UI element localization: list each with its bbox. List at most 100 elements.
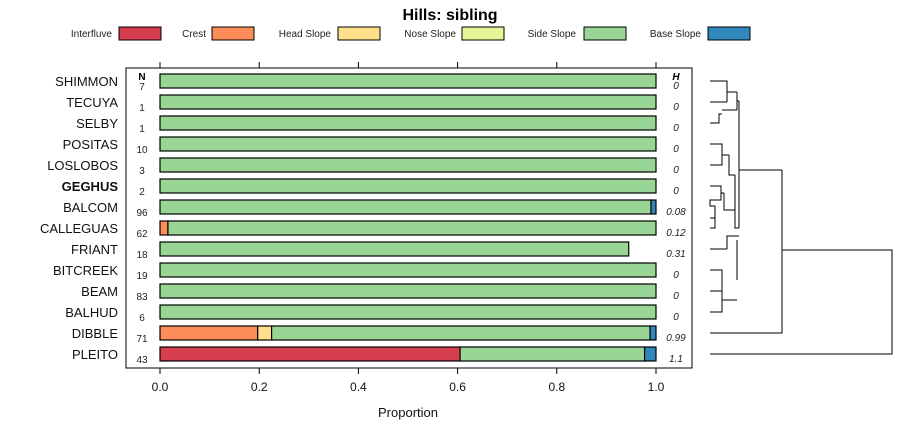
bar-segment-base-slope bbox=[649, 325, 657, 341]
row-label: LOSLOBOS bbox=[47, 158, 118, 173]
h-column-header: H bbox=[672, 72, 680, 83]
row-label: BITCREEK bbox=[53, 263, 118, 278]
h-value: 0 bbox=[673, 102, 679, 113]
bar-segment-side-slope bbox=[159, 199, 652, 215]
row-label: BEAM bbox=[81, 284, 118, 299]
x-tick-label: 1.0 bbox=[648, 380, 665, 394]
row-label: BALCOM bbox=[63, 200, 118, 215]
row-pleito: PLEITO 43 1.1 bbox=[72, 346, 683, 366]
row-loslobos: LOSLOBOS 3 0 bbox=[47, 157, 679, 177]
dendrogram-branch bbox=[734, 175, 739, 229]
h-value: 0.12 bbox=[666, 228, 686, 239]
x-tick-label: 0.8 bbox=[548, 380, 565, 394]
row-label: CALLEGUAS bbox=[40, 221, 118, 236]
h-value: 0 bbox=[673, 186, 679, 197]
dendrogram-branch bbox=[710, 249, 893, 355]
bar-segment-side-slope bbox=[159, 178, 657, 194]
h-value: 0 bbox=[673, 312, 679, 323]
n-value: 1 bbox=[139, 124, 145, 135]
bar-segment-crest bbox=[159, 325, 259, 341]
row-tecuya: TECUYA 1 0 bbox=[66, 94, 679, 114]
dendrogram-branch bbox=[710, 80, 728, 102]
n-value: 96 bbox=[136, 208, 148, 219]
row-label: FRIANT bbox=[71, 242, 118, 257]
h-value: 1.1 bbox=[669, 354, 683, 365]
chart-title: Hills: sibling bbox=[402, 7, 497, 24]
n-value: 3 bbox=[139, 166, 145, 177]
row-friant: FRIANT 18 0.31 bbox=[71, 241, 686, 261]
legend-label-5: Base Slope bbox=[650, 29, 702, 40]
dendrogram-branch bbox=[710, 114, 720, 124]
bar-segment-side-slope bbox=[159, 136, 657, 152]
dendrogram-branch bbox=[723, 193, 735, 211]
dendrogram-branch bbox=[710, 300, 723, 313]
n-value: 10 bbox=[136, 145, 148, 156]
legend-swatch-3 bbox=[461, 26, 505, 41]
row-calleguas: CALLEGUAS 62 0.12 bbox=[40, 220, 686, 240]
row-geghus: GEGHUS 2 0 bbox=[62, 178, 679, 198]
row-label: SELBY bbox=[76, 116, 118, 131]
legend: Interfluve Crest Head Slope Nose Slope Side … bbox=[71, 26, 751, 41]
dendrogram-branch bbox=[710, 269, 723, 292]
bar-segment-side-slope bbox=[459, 346, 646, 362]
legend-label-1: Crest bbox=[182, 29, 206, 40]
dendrogram-branch bbox=[710, 143, 723, 166]
n-value: 19 bbox=[136, 271, 148, 282]
x-axis: 0.0 0.2 0.4 0.6 0.8 1.0 bbox=[152, 62, 665, 394]
row-label: POSITAS bbox=[63, 137, 119, 152]
row-label: BALHUD bbox=[65, 305, 118, 320]
n-column-header: N bbox=[138, 72, 145, 83]
bar-segment-side-slope bbox=[159, 115, 657, 131]
n-value: 18 bbox=[136, 250, 148, 261]
n-value: 43 bbox=[136, 355, 148, 366]
row-dibble: DIBBLE 71 0.99 bbox=[72, 325, 686, 345]
legend-swatch-0 bbox=[118, 26, 162, 41]
h-value: 0 bbox=[673, 123, 679, 134]
legend-label-0: Interfluve bbox=[71, 29, 113, 40]
n-value: 7 bbox=[139, 82, 145, 93]
dendrogram bbox=[709, 80, 893, 355]
dendrogram-branch bbox=[728, 155, 735, 176]
x-tick-label: 0.4 bbox=[350, 380, 367, 394]
bar-segment-side-slope bbox=[271, 325, 651, 341]
row-selby: SELBY 1 0 bbox=[76, 115, 679, 135]
row-balcom: BALCOM 96 0.08 bbox=[63, 199, 686, 219]
row-beam: BEAM 83 0 bbox=[81, 283, 679, 303]
legend-label-4: Side Slope bbox=[528, 29, 577, 40]
row-label: SHIMMON bbox=[55, 74, 118, 89]
row-label: DIBBLE bbox=[72, 326, 119, 341]
legend-label-2: Head Slope bbox=[279, 29, 332, 40]
bar-segment-side-slope bbox=[159, 262, 657, 278]
bar-segment-base-slope bbox=[650, 199, 657, 215]
row-bitcreek: BITCREEK 19 0 bbox=[53, 262, 679, 282]
h-value: 0 bbox=[673, 270, 679, 281]
row-positas: POSITAS 10 0 bbox=[63, 136, 679, 156]
bar-segment-side-slope bbox=[167, 220, 657, 236]
bar-segment-crest bbox=[159, 220, 169, 236]
row-label: GEGHUS bbox=[62, 179, 119, 194]
bar-segment-side-slope bbox=[159, 94, 657, 110]
bar-segment-head-slope bbox=[257, 325, 273, 341]
bar-segment-side-slope bbox=[159, 73, 657, 89]
h-value: 0.08 bbox=[666, 207, 686, 218]
legend-swatch-1 bbox=[211, 26, 255, 41]
x-tick-label: 0.0 bbox=[152, 380, 169, 394]
h-value: 0 bbox=[673, 291, 679, 302]
legend-label-3: Nose Slope bbox=[404, 29, 456, 40]
bar-segment-side-slope bbox=[159, 157, 657, 173]
dendrogram-branch bbox=[718, 113, 722, 123]
row-shimmon: SHIMMON 7 0 bbox=[55, 73, 679, 93]
n-value: 62 bbox=[136, 229, 148, 240]
x-tick-label: 0.6 bbox=[449, 380, 466, 394]
dendrogram-branch bbox=[726, 235, 739, 249]
dendrogram-branch bbox=[721, 280, 737, 301]
h-value: 0 bbox=[673, 144, 679, 155]
bar-segment-side-slope bbox=[159, 304, 657, 320]
n-value: 71 bbox=[136, 334, 148, 345]
x-axis-title: Proportion bbox=[378, 405, 438, 420]
n-value: 2 bbox=[139, 187, 145, 198]
n-value: 1 bbox=[139, 103, 145, 114]
row-label: PLEITO bbox=[72, 347, 118, 362]
legend-swatch-5 bbox=[707, 26, 751, 41]
